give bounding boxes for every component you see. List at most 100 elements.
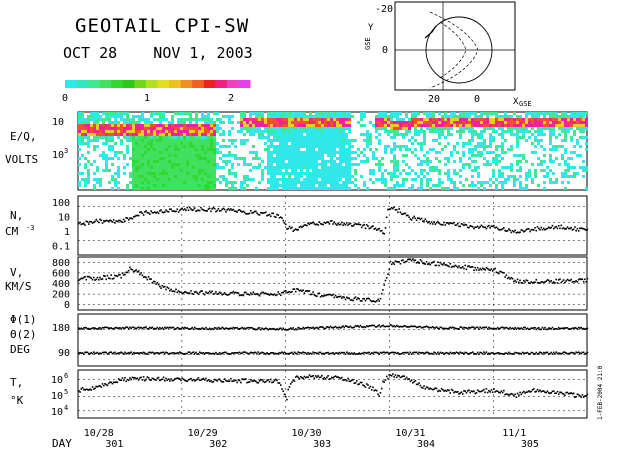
temperature-point: [121, 377, 124, 379]
spectrogram-cell: [240, 124, 243, 127]
phi-point: [165, 327, 167, 330]
spectrogram-cell: [219, 127, 222, 130]
spectrogram-cell: [540, 112, 543, 115]
theta-point: [155, 352, 157, 354]
speed-point: [111, 278, 114, 280]
spectrogram-cell: [579, 124, 582, 127]
phi-point: [202, 327, 205, 330]
theta-point: [346, 351, 348, 354]
temperature-point: [524, 392, 526, 394]
spectrogram-cell: [258, 127, 261, 130]
spectrogram-cell: [285, 166, 288, 169]
spectrogram-cell: [267, 115, 270, 118]
phi-point: [255, 328, 257, 331]
spectrogram-cell: [294, 157, 297, 160]
spectrogram-cell: [297, 127, 300, 130]
spectrogram-cell: [165, 133, 168, 136]
spectrogram-cell: [507, 124, 510, 127]
spectrogram-cell: [324, 148, 327, 151]
spectrogram-cell: [342, 115, 345, 118]
theta-point: [433, 351, 435, 354]
spectrogram-cell: [270, 160, 273, 163]
spectrogram-cell: [294, 130, 297, 133]
spectrogram-cell: [267, 112, 270, 115]
speed-point: [182, 292, 185, 294]
orbit-xlabel: X: [513, 97, 519, 107]
spectrogram-cell: [501, 130, 504, 133]
density-point: [341, 221, 343, 224]
phi-point: [324, 327, 327, 330]
speed-point: [336, 296, 338, 299]
spectrogram-cell: [522, 124, 525, 127]
phi-point: [523, 326, 525, 329]
speed-point: [298, 289, 301, 292]
spectrogram-cell: [120, 133, 123, 136]
spectrogram-cell: [414, 124, 417, 127]
spectrogram-cell: [237, 121, 240, 124]
density-point: [529, 230, 531, 233]
spectrogram-cell: [183, 175, 186, 178]
spectrogram-cell: [561, 115, 564, 118]
temperature-point: [454, 390, 457, 393]
temperature-point: [180, 379, 182, 382]
temperature-point: [90, 389, 93, 391]
spectrogram-cell: [387, 118, 390, 121]
spectrogram-cell: [438, 172, 441, 175]
spectrogram-cell: [162, 139, 165, 142]
density-point: [333, 221, 336, 224]
spectrogram-cell: [381, 163, 384, 166]
density-point: [117, 219, 120, 222]
spectrogram-cell: [150, 175, 153, 178]
spectrogram-cell: [438, 124, 441, 127]
spectrogram-cell: [387, 121, 390, 124]
spectrogram-cell: [492, 127, 495, 130]
speed-point: [177, 290, 180, 292]
speed-point: [95, 278, 98, 281]
spectrogram-cell: [357, 154, 360, 157]
spectrogram-cell: [435, 124, 438, 127]
spectrogram-cell: [219, 145, 222, 148]
temperature-point: [527, 390, 530, 392]
speed-point: [247, 293, 250, 296]
temperature-point: [221, 381, 223, 383]
spectrogram-cell: [186, 163, 189, 166]
density-point: [253, 210, 256, 213]
speed-point: [200, 290, 202, 293]
spectrogram-cell: [435, 169, 438, 172]
spectrogram-cell: [540, 121, 543, 124]
spectrogram-cell: [324, 133, 327, 136]
density-point: [151, 211, 154, 214]
spectrogram-cell: [432, 184, 435, 187]
density-point: [412, 217, 414, 219]
phi-point: [314, 327, 317, 329]
temperature-point: [231, 380, 233, 382]
spectrogram-cell: [279, 160, 282, 163]
spectrogram-cell: [132, 175, 135, 178]
temperature-point: [245, 378, 247, 380]
spectrogram-cell: [93, 115, 96, 118]
colorbar-swatch: [145, 80, 158, 88]
spectrogram-cell: [132, 154, 135, 157]
temperature-point: [387, 377, 389, 380]
theta-point: [405, 352, 408, 354]
speed-point: [579, 278, 581, 280]
spectrogram-cell: [468, 142, 471, 145]
phi-point: [237, 328, 240, 330]
spectrogram-cell: [348, 178, 351, 181]
spectrogram-cell: [420, 160, 423, 163]
speed-point: [398, 261, 400, 263]
spectrogram-cell: [177, 166, 180, 169]
spectrogram-cell: [108, 157, 111, 160]
speed-point: [576, 281, 579, 283]
speed-point: [96, 276, 99, 279]
spectrogram-cell: [207, 178, 210, 181]
spectrogram-cell: [174, 154, 177, 157]
spectrogram-cell: [171, 118, 174, 121]
phi-point: [134, 327, 136, 329]
speed-point: [145, 276, 147, 279]
theta-point: [488, 352, 490, 355]
density-point: [146, 211, 149, 214]
speed-point: [488, 268, 490, 271]
spectrogram-cell: [141, 118, 144, 121]
spectrogram-cell: [87, 172, 90, 175]
